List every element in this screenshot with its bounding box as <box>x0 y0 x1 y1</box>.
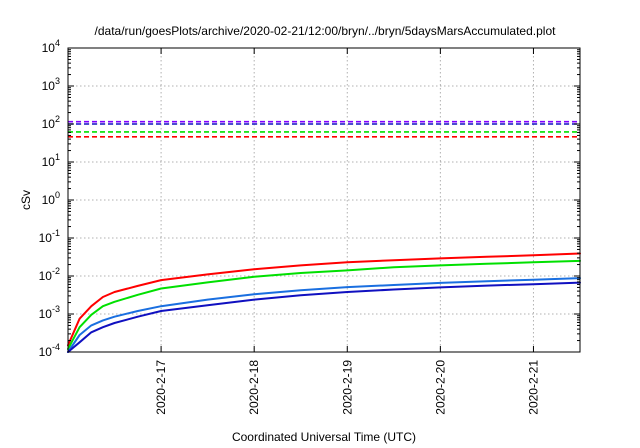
series-line <box>67 259 581 350</box>
y-tick-label: 10-3 <box>39 304 60 321</box>
y-tick-label: 10-1 <box>39 228 60 245</box>
y-tick-label: 100 <box>42 190 60 207</box>
y-axis-label: cSv <box>19 190 33 210</box>
x-tick-labels: 2020-2-17 2020-2-18 2020-2-19 2020-2-20 2020… <box>154 360 540 415</box>
x-tick-label: 2020-2-19 <box>340 360 354 415</box>
chart-title: /data/run/goesPlots/archive/2020-02-21/1… <box>95 24 557 38</box>
y-tick-label: 10-4 <box>39 342 60 359</box>
x-axis-label: Coordinated Universal Time (UTC) <box>232 430 416 444</box>
y-tick-label: 103 <box>42 76 60 93</box>
x-tick-label: 2020-2-18 <box>247 360 261 415</box>
y-tick-label: 102 <box>42 114 60 131</box>
x-tick-label: 2020-2-20 <box>433 360 447 415</box>
threshold-lines <box>68 120 580 138</box>
series-lines <box>67 252 581 353</box>
y-tick-label: 101 <box>42 152 60 169</box>
series-line <box>67 252 581 347</box>
y-tick-label: 10-2 <box>39 266 60 283</box>
series-line <box>67 277 581 353</box>
x-tick-label: 2020-2-21 <box>526 360 540 415</box>
y-tick-labels: 10-4 10-3 10-2 10-1 100 101 102 103 104 <box>39 38 60 359</box>
axis-ticks <box>68 47 580 353</box>
y-tick-label: 104 <box>42 38 60 55</box>
series-line <box>67 281 581 353</box>
grid <box>68 48 580 352</box>
x-tick-label: 2020-2-17 <box>154 360 168 415</box>
